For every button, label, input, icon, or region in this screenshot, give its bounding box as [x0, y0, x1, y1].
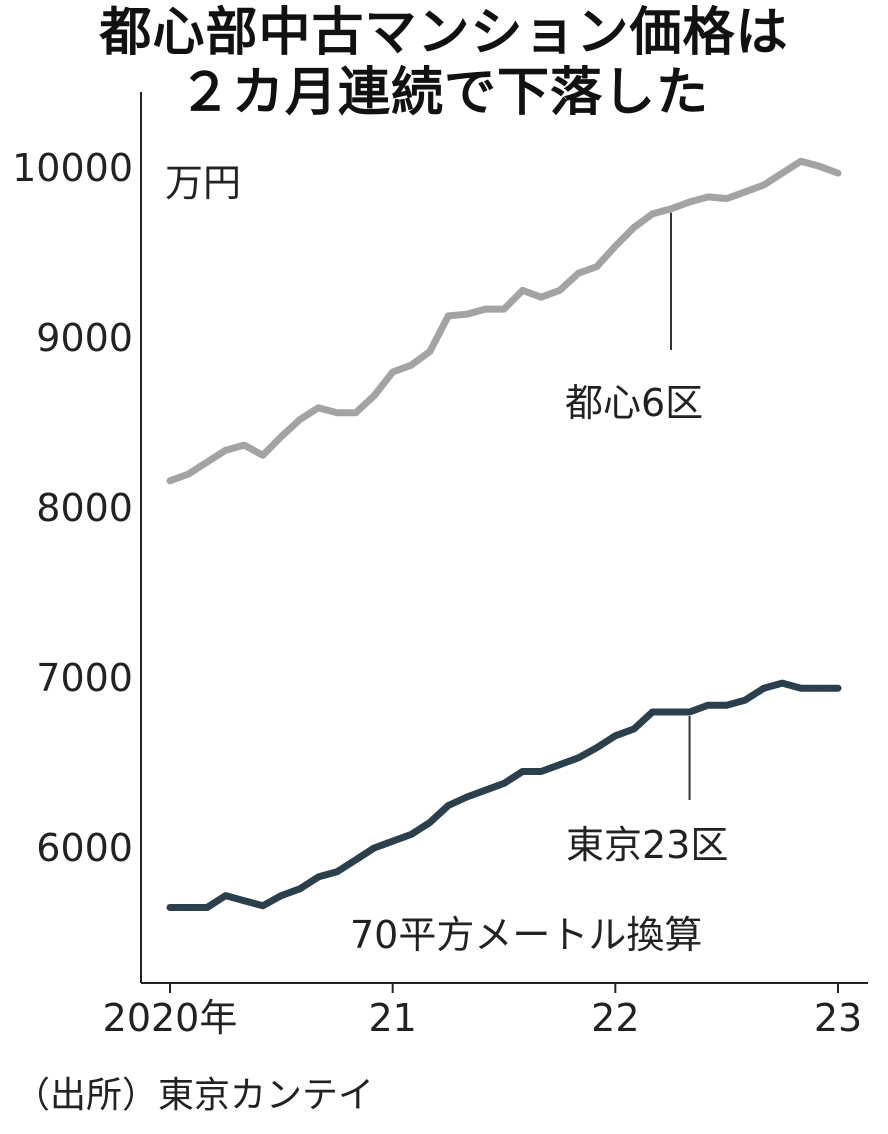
data-point — [816, 685, 823, 692]
data-point — [686, 199, 693, 205]
data-point — [705, 702, 712, 709]
data-point — [668, 205, 674, 212]
data-point — [296, 416, 303, 423]
data-point — [185, 471, 192, 477]
data-point — [760, 685, 767, 692]
data-point — [612, 732, 619, 739]
data-point — [723, 702, 730, 709]
data-point — [222, 447, 229, 454]
data-point — [705, 193, 712, 200]
data-point — [760, 182, 767, 188]
data-point — [352, 409, 359, 416]
data-point — [538, 768, 545, 775]
data-point — [463, 794, 470, 800]
y-tick-label: 8000 — [36, 486, 133, 530]
data-point — [241, 897, 248, 904]
data-point — [593, 263, 600, 270]
data-point — [408, 362, 415, 369]
series-label: 東京23区 — [566, 823, 728, 867]
data-point — [389, 369, 396, 375]
y-tick-label: 9000 — [36, 316, 133, 360]
data-point — [649, 210, 656, 217]
data-point — [835, 685, 841, 692]
data-point — [742, 188, 749, 195]
data-point — [278, 433, 285, 440]
data-point — [426, 348, 433, 355]
y-axis-ticks: 6000 7000 8000 9000 10000 — [12, 146, 133, 870]
y-unit-label: 万円 — [165, 161, 241, 205]
series-line-1 — [166, 679, 842, 911]
data-point — [352, 856, 359, 863]
data-point — [296, 885, 303, 892]
data-point — [630, 224, 637, 231]
data-point — [463, 311, 470, 318]
data-point — [185, 904, 192, 911]
data-point — [668, 709, 674, 715]
data-point — [445, 802, 452, 809]
data-point — [167, 477, 173, 484]
data-point — [204, 459, 211, 466]
data-point — [482, 306, 489, 313]
data-point — [686, 709, 693, 715]
data-point — [630, 726, 637, 732]
data-point — [278, 892, 285, 899]
chart-title-line1: 都心部中古マンション価格は — [99, 3, 789, 63]
data-point — [334, 868, 340, 875]
data-point — [408, 831, 415, 838]
series-line-0 — [166, 157, 842, 485]
data-point — [501, 306, 507, 313]
data-point — [575, 270, 582, 277]
y-tick-label: 7000 — [36, 656, 133, 700]
data-point — [426, 819, 433, 826]
data-point — [445, 312, 452, 319]
y-tick-label: 10000 — [12, 146, 133, 190]
data-point — [556, 287, 563, 294]
data-point — [334, 409, 340, 416]
data-point — [259, 452, 266, 459]
data-point — [519, 768, 526, 775]
x-tick-label: 2020年 — [103, 996, 238, 1040]
x-tick-label: 22 — [591, 996, 639, 1040]
y-tick-label: 6000 — [36, 826, 133, 870]
x-tick-label: 21 — [368, 996, 416, 1040]
data-point — [482, 787, 489, 794]
x-tick-label: 23 — [814, 996, 862, 1040]
data-point — [835, 170, 841, 177]
data-point — [742, 697, 749, 704]
data-point — [649, 709, 656, 715]
data-point — [779, 170, 786, 177]
series-label: 都心6区 — [565, 381, 703, 425]
data-point — [167, 904, 173, 911]
data-point — [241, 442, 248, 449]
data-point — [556, 761, 563, 768]
data-point — [575, 754, 582, 761]
chart-title-line2: ２カ月連続で下落した — [178, 63, 709, 123]
chart-note: 70平方メートル換算 — [350, 913, 702, 957]
data-point — [222, 892, 229, 899]
data-point — [371, 392, 378, 399]
data-point — [797, 685, 804, 692]
data-point — [315, 404, 322, 411]
data-point — [797, 158, 804, 165]
data-point — [315, 873, 322, 880]
data-point — [816, 163, 823, 170]
source-credit: （出所）東京カンテイ — [14, 1075, 375, 1116]
data-point — [593, 744, 600, 751]
data-point — [612, 243, 619, 250]
x-axis-ticks: 2020年 21 22 23 — [103, 983, 862, 1040]
data-point — [371, 845, 378, 851]
data-point — [389, 838, 396, 845]
data-point — [779, 680, 786, 687]
data-point — [723, 195, 730, 202]
data-point — [519, 287, 526, 294]
data-point — [259, 902, 266, 909]
series-layer — [166, 157, 842, 911]
data-point — [538, 294, 545, 301]
data-point — [501, 780, 507, 787]
data-point — [204, 904, 211, 911]
